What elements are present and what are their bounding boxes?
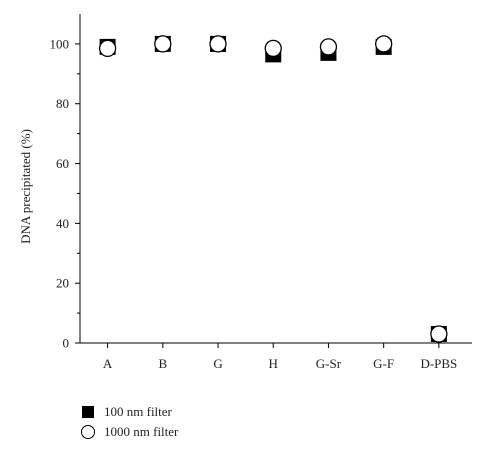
x-tick-label: D-PBS <box>420 356 457 371</box>
y-tick-label: 80 <box>56 96 69 111</box>
open-circle-icon <box>80 424 96 440</box>
x-tick-label: A <box>103 356 113 371</box>
x-ticks: A B G H G-Sr G-F D-PBS <box>103 343 457 371</box>
legend-label-100nm: 100 nm filter <box>104 404 172 419</box>
legend: 100 nm filter 1000 nm filter <box>80 402 178 442</box>
y-tick-label: 20 <box>56 276 69 291</box>
data-points <box>98 35 448 343</box>
x-tick-label: H <box>269 356 278 371</box>
x-tick-label: G-F <box>373 356 394 371</box>
point-1000nm <box>375 35 393 53</box>
point-1000nm <box>98 39 117 58</box>
x-tick-label: G <box>213 356 222 371</box>
y-tick-label: 40 <box>56 216 69 231</box>
legend-item-100nm: 100 nm filter <box>80 402 178 422</box>
y-tick-label: 60 <box>56 156 69 171</box>
y-tick-label: 100 <box>50 36 70 51</box>
point-1000nm <box>209 35 227 53</box>
point-1000nm <box>154 35 172 53</box>
x-tick-label: G-Sr <box>316 356 342 371</box>
axes <box>79 14 472 344</box>
legend-item-1000nm: 1000 nm filter <box>80 422 178 442</box>
y-tick-label: 0 <box>63 336 70 351</box>
point-1000nm <box>430 325 448 343</box>
y-axis-title: DNA precipitated (%) <box>18 129 33 244</box>
point-1000nm <box>319 38 338 56</box>
filled-square-icon <box>80 404 96 420</box>
x-tick-label: B <box>158 356 167 371</box>
point-1000nm <box>264 39 282 58</box>
legend-label-1000nm: 1000 nm filter <box>104 424 179 439</box>
y-ticks: 0 20 40 60 80 100 <box>50 36 80 351</box>
